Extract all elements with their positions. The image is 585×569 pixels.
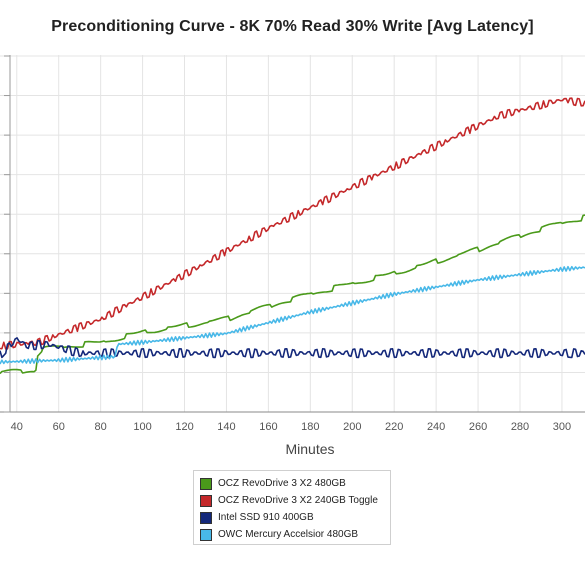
legend-item[interactable]: Intel SSD 910 400GB [200,509,390,526]
x-axis-title: Minutes [285,441,334,457]
series-line [0,97,585,350]
legend-swatch [200,528,212,541]
x-tick-label: 160 [259,421,277,433]
series-group [0,214,585,375]
x-tick-label: 220 [385,421,403,433]
legend-label: OWC Mercury Accelsior 480GB [218,529,359,540]
x-tick-label: 300 [553,421,571,433]
series-line [0,214,585,375]
series-line [0,337,585,359]
series-group [0,265,585,365]
legend-label: OCZ RevoDrive 3 X2 240GB Toggle [218,495,378,506]
series-line [0,265,585,365]
x-tick-label: 240 [427,421,445,433]
x-tick-label: 120 [175,421,193,433]
legend-item[interactable]: OCZ RevoDrive 3 X2 480GB [200,475,390,492]
x-tick-label: 100 [133,421,151,433]
legend-item[interactable]: OWC Mercury Accelsior 480GB [200,526,390,543]
legend-swatch [200,494,212,507]
chart-title: Preconditioning Curve - 8K 70% Read 30% … [51,18,534,35]
x-tick-label: 80 [95,421,107,433]
chart-legend: OCZ RevoDrive 3 X2 480GB OCZ RevoDrive 3… [193,470,391,545]
legend-item[interactable]: OCZ RevoDrive 3 X2 240GB Toggle [200,492,390,509]
legend-label: Intel SSD 910 400GB [218,512,314,523]
x-tick-label: 200 [343,421,361,433]
x-tick-label: 180 [301,421,319,433]
x-tick-label: 260 [469,421,487,433]
legend-swatch [200,477,212,490]
x-tick-label: 280 [511,421,529,433]
legend-swatch [200,511,212,524]
series-group [0,337,585,359]
x-tick-label: 140 [217,421,235,433]
x-tick-label: 40 [11,421,23,433]
series-group [0,97,585,350]
legend-label: OCZ RevoDrive 3 X2 480GB [218,478,346,489]
x-tick-label: 60 [53,421,65,433]
